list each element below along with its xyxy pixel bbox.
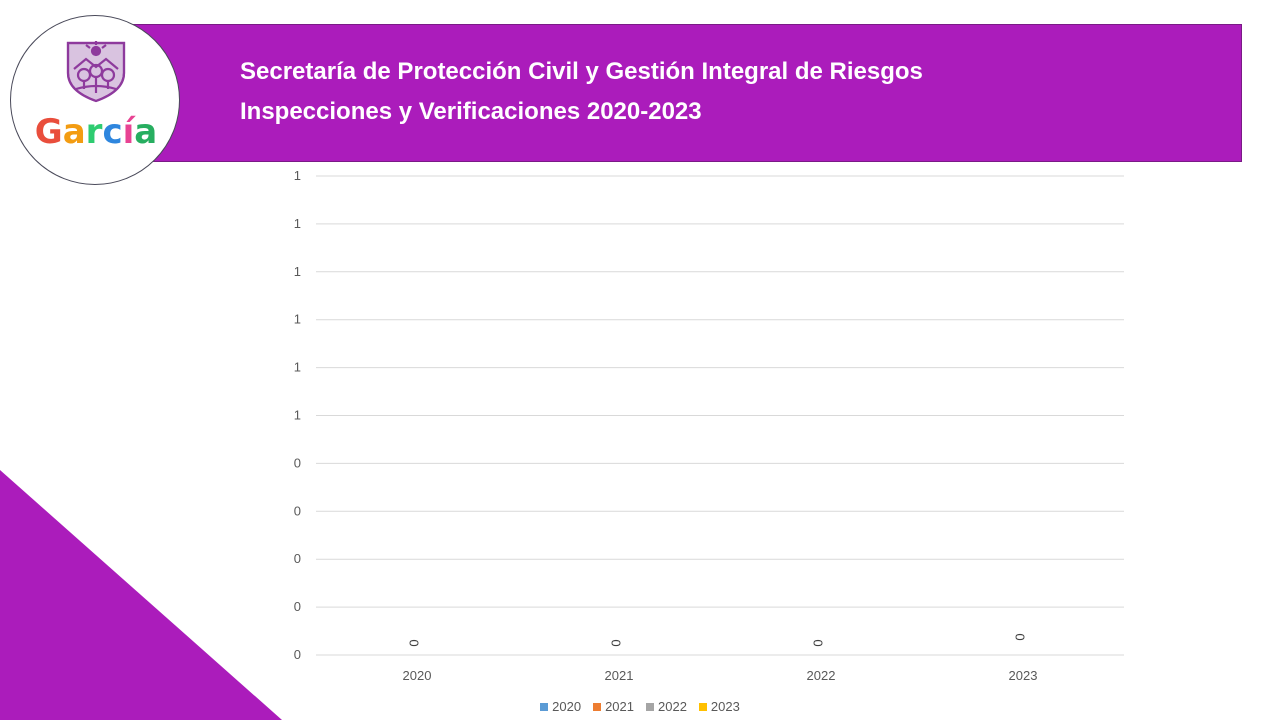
y-tick-label: 0 xyxy=(294,551,301,566)
y-tick-label: 1 xyxy=(294,264,301,279)
logo-wordmark: García xyxy=(11,112,181,152)
logo-letter: r xyxy=(85,112,103,152)
legend-swatch xyxy=(593,702,602,711)
y-tick-label: 1 xyxy=(294,168,301,183)
legend-label: 2022 xyxy=(658,699,687,714)
page-title: Secretaría de Protección Civil y Gestión… xyxy=(240,58,923,85)
legend-item: 2020 xyxy=(540,699,581,714)
header-band xyxy=(130,24,1242,162)
x-tick-label: 2020 xyxy=(403,668,432,683)
data-label: 0 xyxy=(406,639,421,646)
x-axis-ticks: 2020 2021 2022 2023 xyxy=(403,668,1038,683)
legend-label: 2021 xyxy=(605,699,634,714)
y-tick-label: 0 xyxy=(294,503,301,518)
y-tick-label: 1 xyxy=(294,360,301,375)
data-label: 0 xyxy=(810,639,825,646)
legend-label: 2020 xyxy=(552,699,582,714)
data-labels: 0 0 0 0 xyxy=(406,633,1027,646)
grid xyxy=(316,175,1124,656)
y-tick-label: 0 xyxy=(294,599,301,614)
page-subtitle: Inspecciones y Verificaciones 2020-2023 xyxy=(240,98,702,125)
legend-item: 2023 xyxy=(698,699,740,714)
logo-letter: G xyxy=(34,112,63,152)
legend-label: 2023 xyxy=(710,699,740,714)
chart-legend: 2020 2021 2022 2023 xyxy=(0,699,1280,714)
data-label: 0 xyxy=(608,639,623,646)
x-tick-label: 2022 xyxy=(807,668,836,683)
y-tick-label: 0 xyxy=(294,647,301,662)
legend-item: 2022 xyxy=(646,699,687,714)
y-tick-label: 0 xyxy=(294,455,301,470)
legend-swatch xyxy=(646,702,654,711)
y-tick-label: 1 xyxy=(294,312,301,327)
logo-letter: a xyxy=(134,112,158,152)
x-tick-label: 2021 xyxy=(605,668,634,683)
corner-decoration xyxy=(0,470,282,720)
logo-letter: í xyxy=(122,112,135,152)
logo-letter: c xyxy=(102,112,123,152)
legend-swatch xyxy=(698,702,707,711)
logo: García xyxy=(10,15,180,185)
y-axis-ticks: 0 0 0 0 0 1 1 1 1 1 1 xyxy=(294,168,301,662)
data-label: 0 xyxy=(1012,633,1027,640)
y-tick-label: 1 xyxy=(294,408,301,423)
x-tick-label: 2023 xyxy=(1009,668,1038,683)
logo-letter: a xyxy=(62,112,86,152)
shield-icon xyxy=(66,41,126,103)
chart: 0 0 0 0 0 1 1 1 1 1 1 2020 2021 2022 2023 0 0 0 0 xyxy=(294,168,1124,683)
legend-item: 2021 xyxy=(593,699,634,714)
legend-swatch xyxy=(540,702,549,711)
y-tick-label: 1 xyxy=(294,216,301,231)
